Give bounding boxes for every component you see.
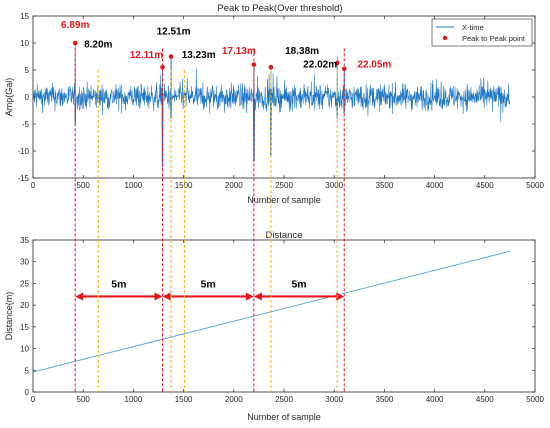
y-tick-label: -15 [17, 174, 29, 183]
x-tick-label: 4000 [426, 395, 444, 404]
peak-marker [268, 65, 274, 70]
y-tick-label: 35 [20, 236, 29, 245]
distance-line [32, 250, 511, 373]
x-tick-label: 0 [31, 181, 36, 190]
gap-arrow-head-right [336, 292, 345, 301]
x-tick-label: 5000 [526, 181, 544, 190]
y-tick-label: 20 [20, 301, 29, 310]
bottom-plot: Distance 5m 5m 5m 0 500 1000 1500 2000 2500 3000… [4, 230, 544, 422]
top-legend: X-time Peak to Peak point [431, 18, 533, 47]
x-tick-label: 2000 [225, 181, 243, 190]
bottom-plot-frame [32, 239, 536, 393]
x-tick-label: 500 [77, 181, 91, 190]
top-plot-title: Peak to Peak(Over threshold) [217, 3, 342, 14]
x-tick-label: 4500 [476, 395, 494, 404]
x-tick-label: 1500 [175, 181, 193, 190]
gap-arrow-head-left [75, 292, 84, 301]
gap-label: 5m [291, 278, 306, 290]
peak-marker [72, 40, 78, 46]
legend-label-peak: Peak to Peak point [462, 34, 526, 43]
x-tick-label: 1000 [125, 395, 143, 404]
bottom-y-ticks: 35 30 25 20 15 10 5 0 [20, 236, 535, 397]
top-y-ticks: 15 10 5 0 -5 -10 -15 [17, 12, 535, 183]
gap-arrow-head-left [162, 292, 171, 301]
top-plot: Peak to Peak(Over threshold) 6.89m8.20m1… [4, 3, 544, 205]
x-tick-label: 4000 [426, 181, 444, 190]
peak-marker [334, 60, 340, 66]
distance-annotation: 18.38m [285, 46, 319, 57]
y-tick-label: 25 [20, 279, 29, 288]
peak-marker [168, 54, 174, 59]
x-tick-label: 1500 [175, 395, 193, 404]
y-tick-label: 15 [20, 323, 29, 332]
distance-annotation: 6.89m [61, 20, 89, 31]
gap-label: 5m [201, 278, 216, 290]
x-tick-label: 3500 [376, 395, 394, 404]
distance-annotation: 13.23m [182, 50, 216, 61]
x-tick-label: 3000 [325, 181, 343, 190]
legend-label-signal: X-time [462, 23, 484, 32]
y-tick-label: 5 [25, 66, 30, 75]
x-tick-label: 2500 [275, 395, 293, 404]
distance-annotation: 8.20m [84, 39, 112, 50]
x-tick-label: 500 [77, 395, 91, 404]
gap-arrows: 5m 5m 5m [75, 278, 345, 301]
bottom-y-axis-label: Distance(m) [4, 292, 14, 341]
y-tick-label: 15 [20, 12, 29, 21]
bottom-x-axis-label: Number of sample [247, 412, 321, 422]
gap-arrow-head-right [245, 292, 254, 301]
y-tick-label: 0 [25, 93, 30, 102]
distance-annotation: 12.51m [157, 26, 191, 37]
x-tick-label: 4500 [476, 181, 494, 190]
distance-annotation: 22.05m [357, 59, 391, 70]
bottom-plot-title: Distance [266, 230, 303, 241]
gap-arrow-head-left [253, 292, 262, 301]
y-tick-label: 10 [20, 345, 29, 354]
gap-label: 5m [111, 278, 126, 290]
x-tick-label: 5000 [526, 395, 544, 404]
y-tick-label: 5 [25, 366, 30, 375]
peak-marker [160, 65, 165, 70]
y-tick-label: 0 [25, 388, 30, 397]
bottom-x-ticks: 0 500 1000 1500 2000 2500 3000 3500 4000 4500 5000 [31, 240, 544, 404]
x-tick-label: 2000 [225, 395, 243, 404]
x-tick-label: 1000 [125, 181, 143, 190]
gap-arrow-head-right [154, 292, 163, 301]
legend-box [431, 18, 533, 47]
y-tick-label: 30 [20, 258, 29, 267]
distance-annotation: 17.13m [222, 46, 256, 57]
y-tick-label: 10 [20, 39, 29, 48]
top-x-axis-label: Number of sample [247, 195, 321, 205]
top-x-ticks: 0 500 1000 1500 2000 2500 3000 3500 4000 4500 5000 [31, 16, 544, 190]
x-tick-label: 0 [31, 395, 36, 404]
x-tick-label: 3500 [376, 181, 394, 190]
top-annotations: 6.89m 8.20m 12.11m 12.51m 13.23m 17.13m 18.38m… [61, 20, 391, 70]
y-tick-label: -10 [17, 147, 29, 156]
distance-annotation: 12.11m [130, 50, 163, 61]
dashed-marker-lines [74, 48, 345, 392]
distance-annotation: 22.02m [303, 59, 337, 70]
x-tick-label: 3000 [325, 395, 343, 404]
top-y-axis-label: Amp(Gal) [4, 78, 14, 117]
x-tick-label: 2500 [275, 181, 293, 190]
y-tick-label: -5 [22, 120, 30, 129]
legend-swatch-peak [442, 35, 448, 41]
